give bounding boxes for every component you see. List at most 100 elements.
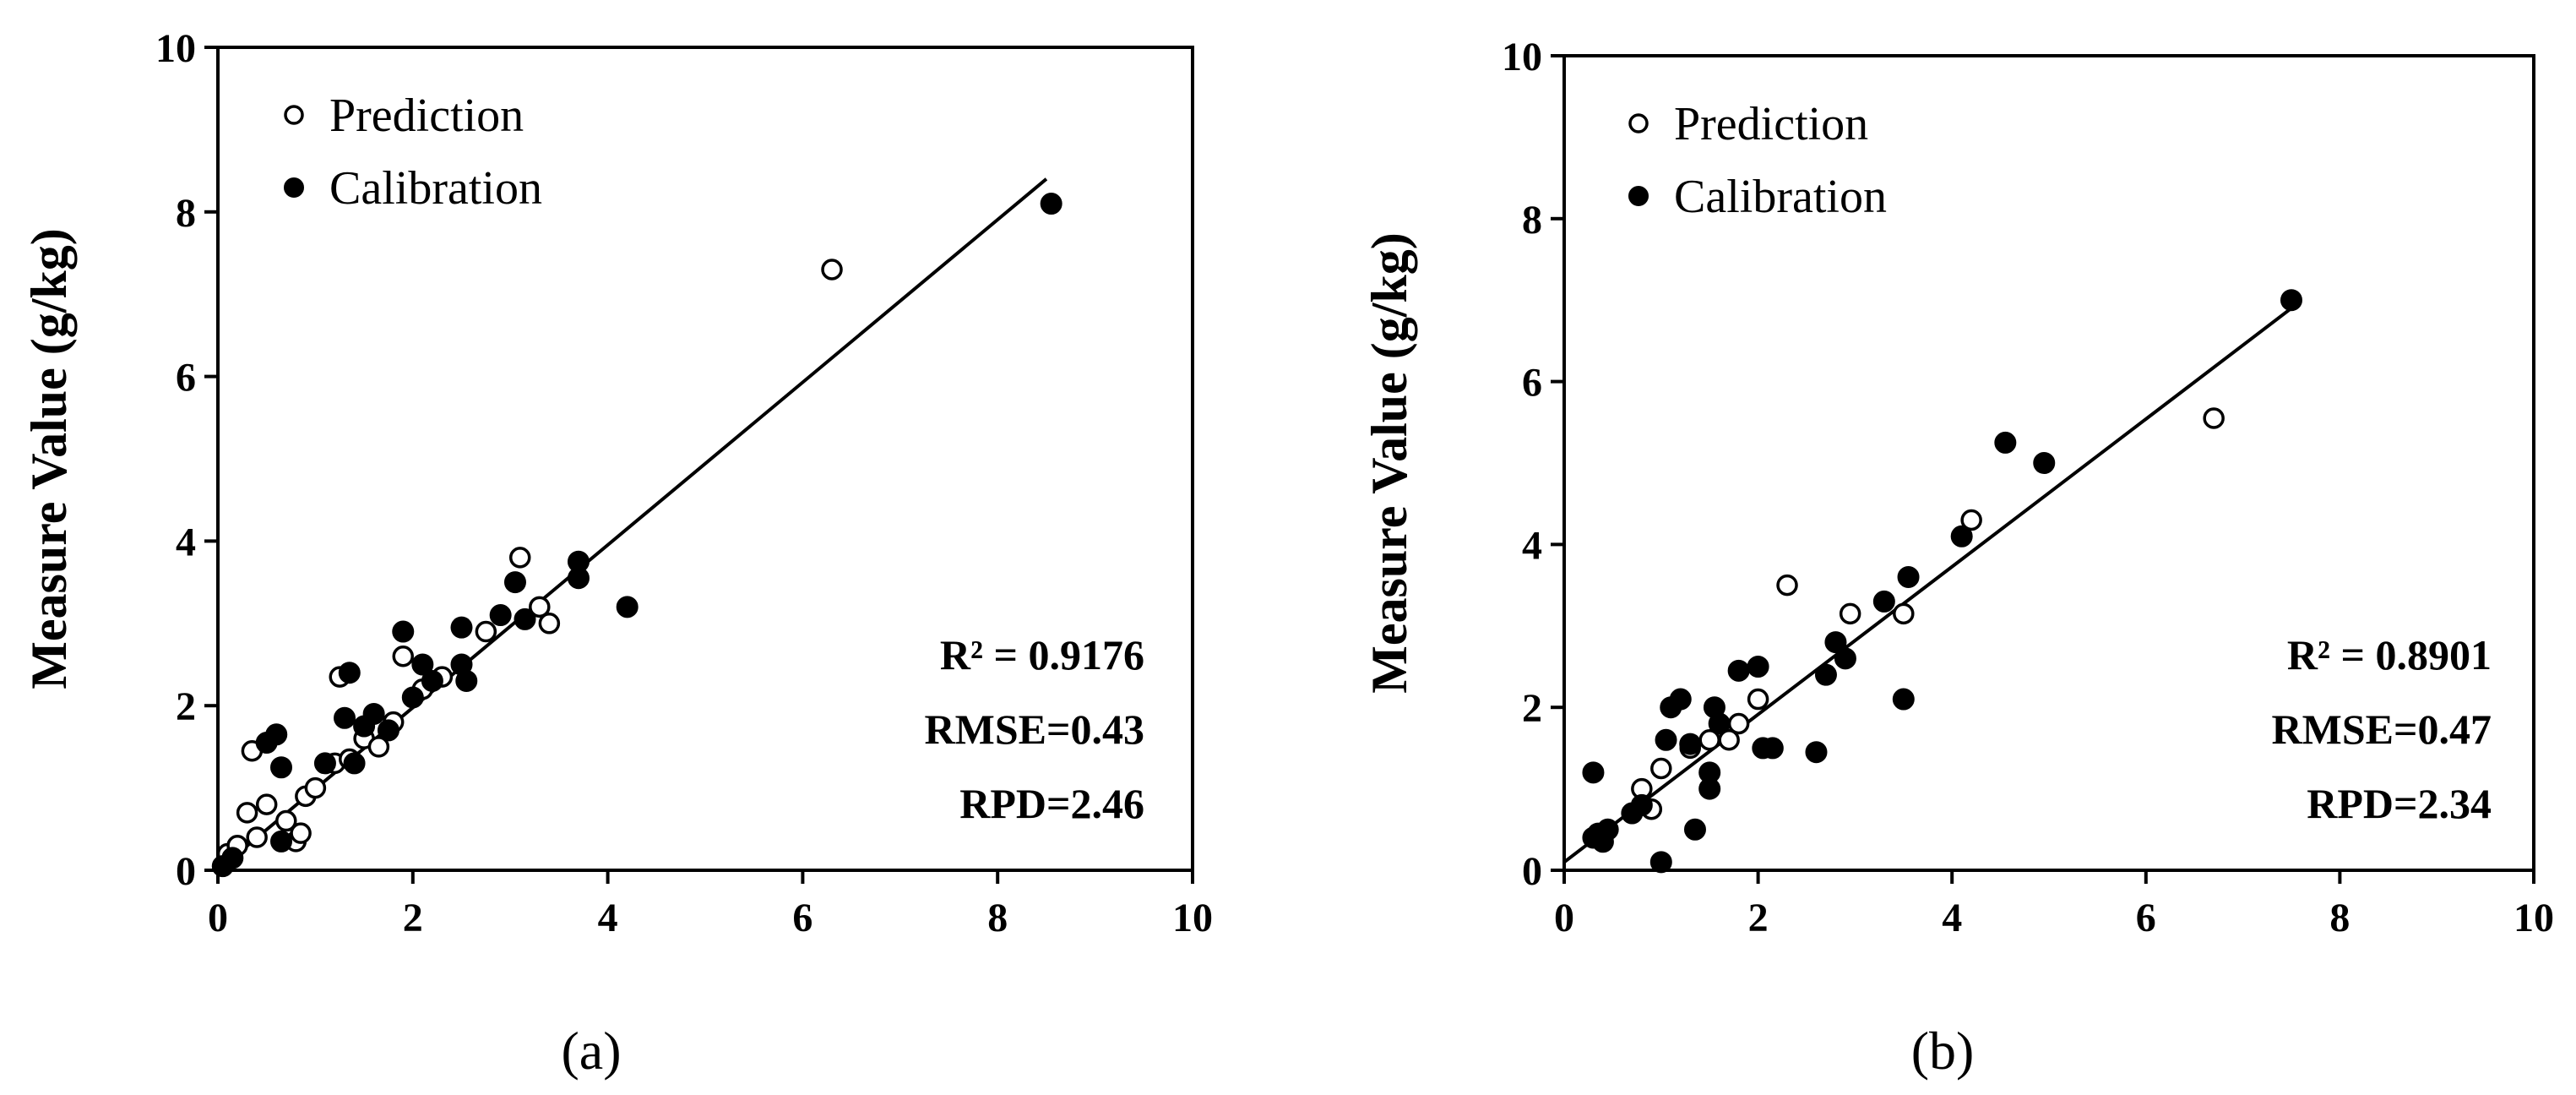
calibration-point — [1679, 733, 1702, 755]
legend-label: Prediction — [329, 90, 524, 142]
y-tick-label: 0 — [1522, 849, 1542, 894]
prediction-point — [304, 776, 327, 799]
x-tick-label: 0 — [1554, 896, 1574, 940]
x-tick-label: 6 — [792, 896, 812, 940]
prediction-point — [529, 596, 551, 618]
y-tick-label: 2 — [176, 684, 196, 729]
prediction-point — [1776, 574, 1798, 597]
calibration-point — [2280, 289, 2302, 312]
prediction-point — [2203, 407, 2225, 429]
calibration-point — [343, 752, 366, 775]
calibration-point — [1950, 525, 1973, 548]
prediction-point — [275, 809, 297, 832]
prediction-point — [1650, 757, 1672, 780]
calibration-point — [1897, 565, 1920, 588]
prediction-point — [1718, 729, 1740, 751]
prediction-point — [1893, 602, 1915, 625]
x-tick-label: 10 — [1172, 896, 1213, 940]
calibration-point — [1698, 761, 1721, 784]
calibration-point — [401, 686, 424, 709]
stat-annotation: RPD=2.46 — [959, 780, 1144, 827]
x-tick-label: 2 — [403, 896, 423, 940]
stat-annotation: R² = 0.9176 — [940, 631, 1144, 678]
prediction-point — [1727, 712, 1750, 735]
calibration-point — [616, 596, 639, 618]
calibration-point — [503, 571, 526, 594]
calibration-point — [1805, 741, 1828, 764]
calibration-point — [313, 752, 336, 775]
calibration-point — [1596, 818, 1619, 841]
calibration-point — [1649, 851, 1672, 874]
calibration-point — [1708, 712, 1731, 735]
calibration-point — [1814, 663, 1837, 686]
x-tick-label: 6 — [2136, 896, 2156, 940]
calibration-point — [221, 847, 244, 869]
prediction-point — [392, 646, 415, 667]
calibration-point — [362, 702, 385, 725]
panel-label: (b) — [1911, 1021, 1975, 1081]
x-tick-label: 0 — [208, 896, 228, 940]
calibration-point — [270, 756, 293, 779]
plot-area — [1562, 54, 2535, 872]
calibration-point — [1655, 728, 1677, 751]
calibration-point — [1824, 631, 1847, 654]
x-tick-label: 4 — [1942, 896, 1962, 940]
chart-a: 0 2 4 6 8 10 0 2 4 6 8 10 Measure Value (g/kg) Predic… — [21, 26, 1213, 1081]
legend-marker — [284, 105, 304, 125]
calibration-point — [1761, 737, 1784, 760]
x-tick-label: 10 — [2514, 896, 2554, 940]
y-tick-label: 8 — [1522, 198, 1542, 242]
legend-marker — [1628, 186, 1649, 206]
panel-label: (a) — [561, 1021, 621, 1081]
calibration-point — [1834, 647, 1856, 670]
y-tick-label: 4 — [1522, 523, 1542, 568]
legend-label: Calibration — [1674, 171, 1887, 223]
calibration-point — [411, 653, 434, 676]
chart-b: 0 2 4 6 8 10 0 2 4 6 8 10 Measure Value (g/kg) Predic… — [1361, 35, 2554, 1081]
calibration-point — [489, 604, 512, 627]
y-tick-label: 6 — [176, 356, 196, 400]
prediction-point — [1747, 688, 1769, 711]
y-tick-label: 10 — [1502, 35, 1542, 79]
stat-annotation: RPD=2.34 — [2307, 780, 2492, 827]
calibration-point — [1040, 193, 1062, 215]
calibration-point — [1727, 659, 1750, 682]
prediction-point — [821, 259, 843, 281]
prediction-point — [367, 736, 390, 758]
y-tick-label: 10 — [155, 26, 196, 71]
stat-annotation: RMSE=0.43 — [925, 705, 1144, 753]
stat-annotation: R² = 0.8901 — [2287, 631, 2492, 678]
x-tick-label: 8 — [987, 896, 1008, 940]
prediction-point — [246, 826, 268, 848]
y-tick-label: 2 — [1522, 686, 1542, 731]
prediction-point — [538, 613, 561, 635]
calibration-point — [334, 706, 356, 729]
calibration-point — [392, 620, 415, 643]
prediction-point — [1839, 602, 1861, 625]
calibration-point — [1669, 688, 1692, 711]
calibration-point — [265, 723, 288, 746]
calibration-point — [1872, 590, 1895, 613]
prediction-point — [475, 620, 497, 643]
legend-label: Calibration — [329, 162, 542, 215]
y-tick-label: 0 — [176, 849, 196, 894]
y-tick-label: 6 — [1522, 361, 1542, 406]
calibration-point — [514, 607, 536, 630]
calibration-point — [1683, 818, 1706, 841]
y-tick-label: 4 — [176, 520, 196, 564]
legend-marker — [1628, 113, 1649, 133]
calibration-point — [2033, 452, 2056, 474]
calibration-point — [1582, 761, 1605, 784]
y-axis-label: Measure Value (g/kg) — [1361, 232, 1417, 694]
calibration-point — [1994, 431, 2017, 454]
plot-area — [216, 46, 1194, 872]
calibration-point — [450, 616, 473, 639]
legend-label: Prediction — [1674, 98, 1868, 150]
calibration-point — [338, 662, 361, 684]
calibration-point — [567, 550, 590, 573]
prediction-point — [290, 822, 312, 844]
calibration-point — [1747, 656, 1769, 678]
legend-marker — [284, 177, 304, 198]
prediction-point — [1960, 509, 1982, 531]
